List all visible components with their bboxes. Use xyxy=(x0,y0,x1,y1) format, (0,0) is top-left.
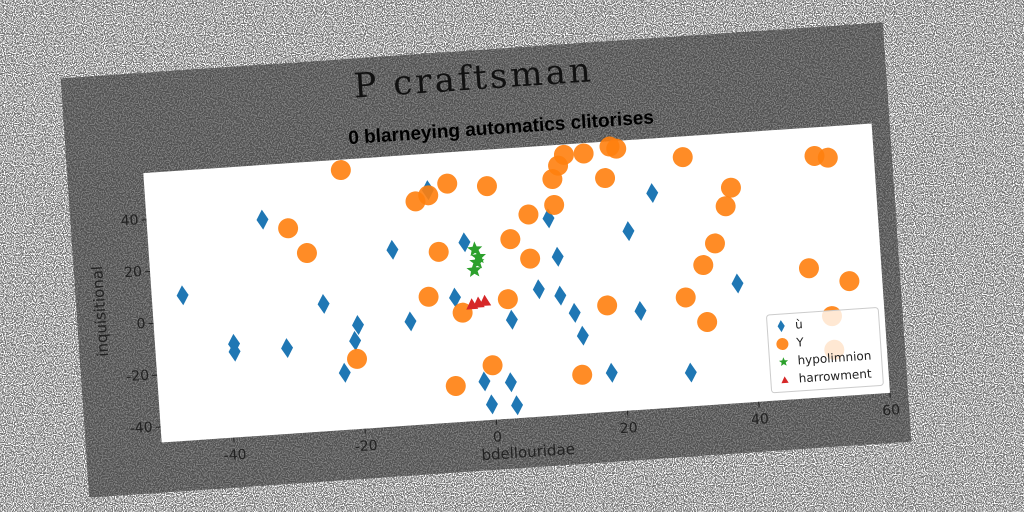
point xyxy=(572,364,593,385)
point xyxy=(505,309,518,330)
y-tick-label: 20 xyxy=(124,264,143,281)
point xyxy=(482,355,503,376)
y-tick-label: -20 xyxy=(126,368,150,386)
point xyxy=(605,362,618,383)
point xyxy=(697,312,718,333)
legend-marker xyxy=(778,357,789,367)
point xyxy=(597,295,618,316)
point xyxy=(278,218,299,239)
point xyxy=(296,243,317,264)
y-tick-label: 40 xyxy=(120,212,139,229)
point xyxy=(176,285,189,306)
point xyxy=(573,143,594,164)
point xyxy=(595,168,616,189)
point xyxy=(606,138,627,159)
point xyxy=(445,376,466,397)
legend-label: ù xyxy=(795,317,804,331)
point xyxy=(520,248,541,269)
point xyxy=(428,241,449,262)
point xyxy=(544,194,565,215)
y-tick-label: 0 xyxy=(136,316,146,333)
point xyxy=(731,273,744,294)
y-tick-label: -40 xyxy=(129,420,153,438)
plot-area xyxy=(143,123,890,443)
x-tick-label: -20 xyxy=(354,438,378,456)
point xyxy=(704,233,725,254)
point xyxy=(386,239,399,260)
point xyxy=(470,248,487,264)
point xyxy=(352,315,364,335)
point xyxy=(458,232,471,253)
point xyxy=(418,286,439,307)
point xyxy=(478,371,491,392)
point xyxy=(554,285,567,306)
point xyxy=(338,362,351,383)
x-tick-label: -40 xyxy=(223,447,247,465)
point xyxy=(720,177,741,198)
legend-label: hypolimnion xyxy=(797,349,872,368)
point xyxy=(228,341,241,362)
x-tick-label: 0 xyxy=(493,429,503,446)
legend-marker xyxy=(776,338,789,351)
point xyxy=(437,173,458,194)
point xyxy=(500,229,521,250)
point xyxy=(532,279,545,300)
point xyxy=(715,196,736,217)
point xyxy=(418,185,439,206)
point xyxy=(684,362,697,383)
point xyxy=(349,330,362,351)
x-tick-label: 20 xyxy=(619,420,638,437)
point xyxy=(675,287,696,308)
point xyxy=(485,394,498,415)
point xyxy=(542,208,555,229)
point xyxy=(317,293,330,314)
legend-marker xyxy=(777,320,785,333)
x-tick-label: 60 xyxy=(882,402,901,419)
point xyxy=(466,262,482,278)
point xyxy=(256,209,269,230)
point xyxy=(404,311,417,332)
point xyxy=(646,183,659,204)
legend-label: Y xyxy=(795,335,805,350)
point xyxy=(622,221,635,242)
point xyxy=(634,300,647,321)
point xyxy=(576,325,589,346)
point xyxy=(497,289,518,310)
point xyxy=(672,147,693,168)
point xyxy=(504,372,517,393)
point xyxy=(511,395,524,416)
point xyxy=(568,302,581,323)
point xyxy=(479,294,492,307)
x-tick-label: 40 xyxy=(751,411,770,428)
point xyxy=(476,176,497,197)
point xyxy=(817,147,838,168)
point xyxy=(798,258,819,279)
point xyxy=(839,271,860,292)
legend-label: harrowment xyxy=(798,367,872,386)
point xyxy=(347,348,368,369)
point xyxy=(330,160,351,181)
point xyxy=(553,144,574,165)
point xyxy=(281,338,294,359)
point xyxy=(449,287,461,308)
point xyxy=(693,255,714,276)
point xyxy=(518,204,539,225)
legend-marker xyxy=(781,376,789,384)
figure: P craftsman 0 blarneying automatics clit… xyxy=(60,22,912,498)
legend-box xyxy=(766,307,884,394)
point xyxy=(551,246,564,267)
